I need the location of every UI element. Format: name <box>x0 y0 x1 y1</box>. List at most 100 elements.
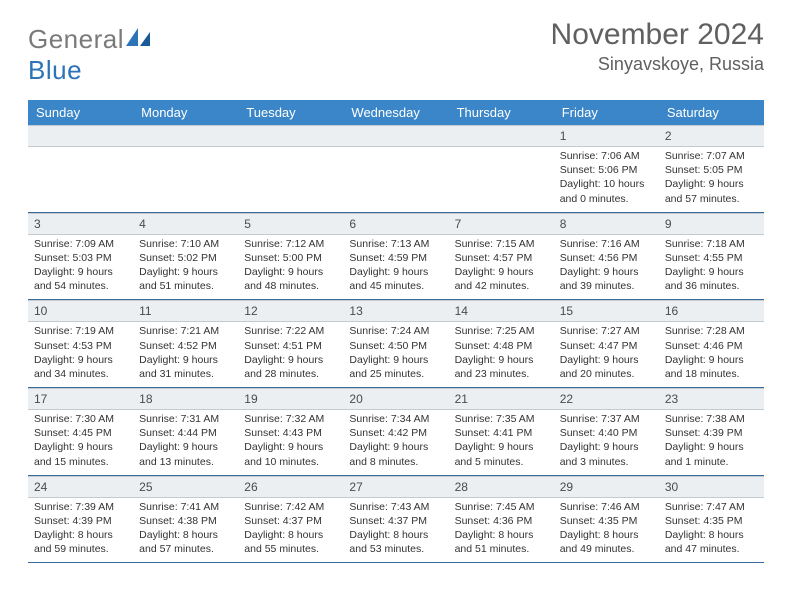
day-content: Sunrise: 7:38 AMSunset: 4:39 PMDaylight:… <box>659 410 764 475</box>
daylight: Daylight: 9 hours and 3 minutes. <box>560 440 653 468</box>
sunrise: Sunrise: 7:43 AM <box>349 500 442 514</box>
sunrise: Sunrise: 7:15 AM <box>455 237 548 251</box>
day-content: Sunrise: 7:31 AMSunset: 4:44 PMDaylight:… <box>133 410 238 475</box>
day-cell: 19Sunrise: 7:32 AMSunset: 4:43 PMDayligh… <box>238 388 343 476</box>
sunset: Sunset: 4:37 PM <box>244 514 337 528</box>
daylight: Daylight: 8 hours and 57 minutes. <box>139 528 232 556</box>
day-content: Sunrise: 7:12 AMSunset: 5:00 PMDaylight:… <box>238 235 343 300</box>
day-content: Sunrise: 7:10 AMSunset: 5:02 PMDaylight:… <box>133 235 238 300</box>
day-content <box>449 147 554 203</box>
day-number: 29 <box>554 476 659 498</box>
daylight: Daylight: 8 hours and 51 minutes. <box>455 528 548 556</box>
header: General Blue November 2024 Sinyavskoye, … <box>28 18 764 86</box>
sunrise: Sunrise: 7:09 AM <box>34 237 127 251</box>
sunrise: Sunrise: 7:28 AM <box>665 324 758 338</box>
sunset: Sunset: 4:35 PM <box>665 514 758 528</box>
sunrise: Sunrise: 7:30 AM <box>34 412 127 426</box>
day-cell <box>343 125 448 212</box>
day-cell: 25Sunrise: 7:41 AMSunset: 4:38 PMDayligh… <box>133 475 238 563</box>
col-monday: Monday <box>133 100 238 125</box>
sunset: Sunset: 4:46 PM <box>665 339 758 353</box>
day-number: 21 <box>449 388 554 410</box>
day-cell: 13Sunrise: 7:24 AMSunset: 4:50 PMDayligh… <box>343 300 448 388</box>
day-content <box>343 147 448 203</box>
day-number: 12 <box>238 300 343 322</box>
day-number: 22 <box>554 388 659 410</box>
sunset: Sunset: 4:41 PM <box>455 426 548 440</box>
sail-icon <box>124 26 152 48</box>
sunrise: Sunrise: 7:47 AM <box>665 500 758 514</box>
day-number: 5 <box>238 213 343 235</box>
day-content: Sunrise: 7:15 AMSunset: 4:57 PMDaylight:… <box>449 235 554 300</box>
sunrise: Sunrise: 7:37 AM <box>560 412 653 426</box>
day-cell: 2Sunrise: 7:07 AMSunset: 5:05 PMDaylight… <box>659 125 764 212</box>
day-number: 26 <box>238 476 343 498</box>
day-number: 1 <box>554 125 659 147</box>
day-number: 27 <box>343 476 448 498</box>
day-number: 6 <box>343 213 448 235</box>
sunrise: Sunrise: 7:18 AM <box>665 237 758 251</box>
daylight: Daylight: 9 hours and 10 minutes. <box>244 440 337 468</box>
daylight: Daylight: 9 hours and 1 minute. <box>665 440 758 468</box>
sunset: Sunset: 5:06 PM <box>560 163 653 177</box>
week-row: 17Sunrise: 7:30 AMSunset: 4:45 PMDayligh… <box>28 388 764 476</box>
day-content: Sunrise: 7:37 AMSunset: 4:40 PMDaylight:… <box>554 410 659 475</box>
brand-name-part1: General <box>28 24 124 54</box>
day-number: 30 <box>659 476 764 498</box>
day-content: Sunrise: 7:41 AMSunset: 4:38 PMDaylight:… <box>133 498 238 563</box>
day-cell <box>449 125 554 212</box>
day-content: Sunrise: 7:39 AMSunset: 4:39 PMDaylight:… <box>28 498 133 563</box>
daylight: Daylight: 9 hours and 42 minutes. <box>455 265 548 293</box>
day-content: Sunrise: 7:46 AMSunset: 4:35 PMDaylight:… <box>554 498 659 563</box>
day-cell: 22Sunrise: 7:37 AMSunset: 4:40 PMDayligh… <box>554 388 659 476</box>
sunset: Sunset: 4:37 PM <box>349 514 442 528</box>
week-row: 1Sunrise: 7:06 AMSunset: 5:06 PMDaylight… <box>28 125 764 212</box>
day-number: 25 <box>133 476 238 498</box>
day-content <box>238 147 343 203</box>
brand-logo: General Blue <box>28 24 152 86</box>
sunset: Sunset: 5:00 PM <box>244 251 337 265</box>
day-content: Sunrise: 7:28 AMSunset: 4:46 PMDaylight:… <box>659 322 764 387</box>
day-cell: 1Sunrise: 7:06 AMSunset: 5:06 PMDaylight… <box>554 125 659 212</box>
sunset: Sunset: 5:02 PM <box>139 251 232 265</box>
location: Sinyavskoye, Russia <box>551 54 764 75</box>
daylight: Daylight: 9 hours and 13 minutes. <box>139 440 232 468</box>
sunset: Sunset: 4:35 PM <box>560 514 653 528</box>
day-number: 4 <box>133 213 238 235</box>
sunrise: Sunrise: 7:07 AM <box>665 149 758 163</box>
daylight: Daylight: 9 hours and 28 minutes. <box>244 353 337 381</box>
day-cell: 9Sunrise: 7:18 AMSunset: 4:55 PMDaylight… <box>659 212 764 300</box>
daylight: Daylight: 9 hours and 25 minutes. <box>349 353 442 381</box>
day-header-row: Sunday Monday Tuesday Wednesday Thursday… <box>28 100 764 125</box>
day-content <box>133 147 238 203</box>
day-number: 2 <box>659 125 764 147</box>
daylight: Daylight: 9 hours and 8 minutes. <box>349 440 442 468</box>
day-cell: 23Sunrise: 7:38 AMSunset: 4:39 PMDayligh… <box>659 388 764 476</box>
day-number: 8 <box>554 213 659 235</box>
day-cell: 10Sunrise: 7:19 AMSunset: 4:53 PMDayligh… <box>28 300 133 388</box>
day-cell: 4Sunrise: 7:10 AMSunset: 5:02 PMDaylight… <box>133 212 238 300</box>
sunset: Sunset: 4:50 PM <box>349 339 442 353</box>
day-content: Sunrise: 7:35 AMSunset: 4:41 PMDaylight:… <box>449 410 554 475</box>
daylight: Daylight: 9 hours and 15 minutes. <box>34 440 127 468</box>
day-content: Sunrise: 7:45 AMSunset: 4:36 PMDaylight:… <box>449 498 554 563</box>
sunset: Sunset: 4:40 PM <box>560 426 653 440</box>
day-number: 20 <box>343 388 448 410</box>
sunset: Sunset: 5:03 PM <box>34 251 127 265</box>
sunrise: Sunrise: 7:42 AM <box>244 500 337 514</box>
day-content <box>28 147 133 203</box>
sunrise: Sunrise: 7:41 AM <box>139 500 232 514</box>
daylight: Daylight: 9 hours and 18 minutes. <box>665 353 758 381</box>
sunset: Sunset: 4:57 PM <box>455 251 548 265</box>
daylight: Daylight: 9 hours and 48 minutes. <box>244 265 337 293</box>
day-number: 19 <box>238 388 343 410</box>
day-cell: 12Sunrise: 7:22 AMSunset: 4:51 PMDayligh… <box>238 300 343 388</box>
day-number: 15 <box>554 300 659 322</box>
day-cell: 6Sunrise: 7:13 AMSunset: 4:59 PMDaylight… <box>343 212 448 300</box>
day-number <box>238 125 343 147</box>
day-cell: 28Sunrise: 7:45 AMSunset: 4:36 PMDayligh… <box>449 475 554 563</box>
daylight: Daylight: 9 hours and 5 minutes. <box>455 440 548 468</box>
day-cell: 21Sunrise: 7:35 AMSunset: 4:41 PMDayligh… <box>449 388 554 476</box>
calendar-table: Sunday Monday Tuesday Wednesday Thursday… <box>28 100 764 563</box>
daylight: Daylight: 10 hours and 0 minutes. <box>560 177 653 205</box>
